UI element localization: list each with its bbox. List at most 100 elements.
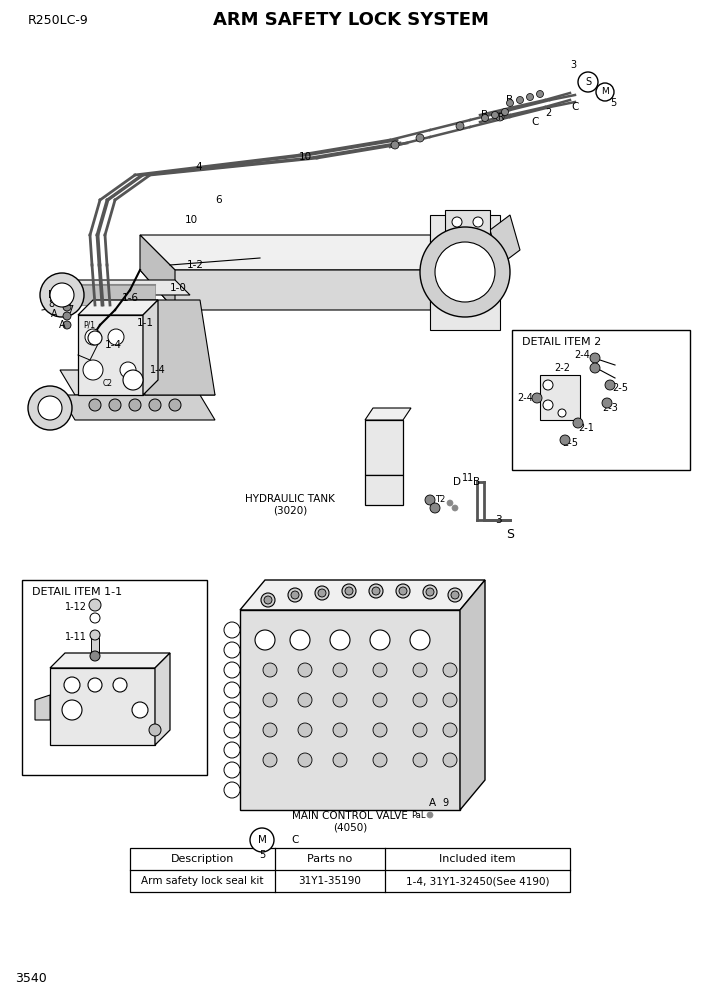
Circle shape bbox=[517, 96, 524, 103]
Circle shape bbox=[423, 585, 437, 599]
Circle shape bbox=[109, 399, 121, 411]
Circle shape bbox=[399, 587, 407, 595]
Circle shape bbox=[333, 753, 347, 767]
Circle shape bbox=[261, 593, 275, 607]
Polygon shape bbox=[540, 375, 580, 420]
Circle shape bbox=[113, 678, 127, 692]
Circle shape bbox=[315, 586, 329, 600]
Circle shape bbox=[373, 723, 387, 737]
Circle shape bbox=[456, 122, 464, 130]
Circle shape bbox=[83, 360, 103, 380]
Bar bbox=[365, 475, 403, 505]
Circle shape bbox=[88, 331, 102, 345]
Circle shape bbox=[288, 588, 302, 602]
Circle shape bbox=[443, 693, 457, 707]
Circle shape bbox=[224, 722, 240, 738]
Text: D: D bbox=[453, 477, 461, 487]
Circle shape bbox=[224, 642, 240, 658]
Circle shape bbox=[224, 762, 240, 778]
Circle shape bbox=[264, 596, 272, 604]
Text: 1-6: 1-6 bbox=[121, 293, 138, 303]
Text: 3: 3 bbox=[495, 515, 501, 525]
Text: 1-4: 1-4 bbox=[150, 365, 166, 375]
Text: 1-0: 1-0 bbox=[170, 283, 187, 293]
Circle shape bbox=[132, 702, 148, 718]
Polygon shape bbox=[60, 395, 215, 420]
Circle shape bbox=[507, 99, 513, 106]
Circle shape bbox=[526, 93, 534, 100]
Text: 6: 6 bbox=[215, 195, 222, 205]
Text: 1-12: 1-12 bbox=[65, 602, 87, 612]
Text: 3: 3 bbox=[570, 60, 576, 70]
Polygon shape bbox=[430, 215, 500, 330]
Text: MAIN CONTROL VALVE
(4050): MAIN CONTROL VALVE (4050) bbox=[292, 811, 408, 833]
Polygon shape bbox=[240, 610, 460, 810]
Circle shape bbox=[370, 630, 390, 650]
Text: DETAIL ITEM 2: DETAIL ITEM 2 bbox=[522, 337, 601, 347]
Text: A: A bbox=[51, 309, 58, 319]
Text: C2: C2 bbox=[103, 379, 113, 388]
Text: Included item: Included item bbox=[439, 854, 516, 864]
Circle shape bbox=[123, 370, 143, 390]
Text: 5: 5 bbox=[259, 850, 265, 860]
Text: 2-5: 2-5 bbox=[612, 383, 628, 393]
Text: 10: 10 bbox=[298, 152, 312, 162]
Circle shape bbox=[90, 651, 100, 661]
Text: 11: 11 bbox=[462, 473, 474, 483]
Polygon shape bbox=[75, 280, 190, 295]
Circle shape bbox=[263, 663, 277, 677]
Circle shape bbox=[532, 393, 542, 403]
Text: T2: T2 bbox=[435, 495, 445, 505]
Text: 1-2: 1-2 bbox=[187, 260, 204, 270]
Circle shape bbox=[543, 380, 553, 390]
Text: S: S bbox=[506, 529, 514, 542]
Text: 1-1: 1-1 bbox=[136, 318, 154, 328]
Circle shape bbox=[426, 588, 434, 596]
Circle shape bbox=[496, 113, 504, 121]
Polygon shape bbox=[60, 370, 215, 395]
Polygon shape bbox=[140, 235, 175, 310]
Circle shape bbox=[491, 111, 498, 118]
Circle shape bbox=[416, 134, 424, 142]
Circle shape bbox=[396, 584, 410, 598]
Circle shape bbox=[169, 399, 181, 411]
Circle shape bbox=[63, 294, 71, 302]
Circle shape bbox=[590, 353, 600, 363]
Text: B: B bbox=[48, 290, 54, 300]
Text: 1-11: 1-11 bbox=[65, 632, 87, 642]
Text: 2-3: 2-3 bbox=[602, 403, 618, 413]
Circle shape bbox=[224, 682, 240, 698]
Circle shape bbox=[263, 723, 277, 737]
Circle shape bbox=[224, 742, 240, 758]
Circle shape bbox=[420, 227, 510, 317]
Circle shape bbox=[427, 812, 433, 818]
Text: C: C bbox=[291, 835, 298, 845]
Text: 10: 10 bbox=[185, 215, 198, 225]
Text: HYDRAULIC TANK
(3020): HYDRAULIC TANK (3020) bbox=[245, 494, 335, 516]
Circle shape bbox=[50, 283, 74, 307]
Circle shape bbox=[560, 435, 570, 445]
Circle shape bbox=[28, 386, 72, 430]
Text: P/1: P/1 bbox=[83, 320, 95, 329]
Text: 8: 8 bbox=[48, 299, 54, 309]
Circle shape bbox=[255, 630, 275, 650]
Circle shape bbox=[108, 329, 124, 345]
Polygon shape bbox=[140, 235, 465, 270]
Circle shape bbox=[38, 396, 62, 420]
Text: 1-4, 31Y1-32450(See 4190): 1-4, 31Y1-32450(See 4190) bbox=[406, 876, 549, 886]
Text: Parts no: Parts no bbox=[307, 854, 352, 864]
Text: B: B bbox=[482, 110, 489, 120]
Text: 1-4: 1-4 bbox=[105, 340, 122, 350]
Text: 7: 7 bbox=[67, 305, 73, 315]
Circle shape bbox=[224, 702, 240, 718]
Text: R: R bbox=[497, 113, 503, 122]
Circle shape bbox=[318, 589, 326, 597]
Text: DETAIL ITEM 1-1: DETAIL ITEM 1-1 bbox=[32, 587, 122, 597]
Text: 2-2: 2-2 bbox=[554, 363, 570, 373]
Circle shape bbox=[63, 303, 71, 311]
Circle shape bbox=[558, 409, 566, 417]
Text: 31Y1-35190: 31Y1-35190 bbox=[298, 876, 362, 886]
Circle shape bbox=[602, 398, 612, 408]
Circle shape bbox=[482, 114, 489, 121]
Circle shape bbox=[333, 693, 347, 707]
